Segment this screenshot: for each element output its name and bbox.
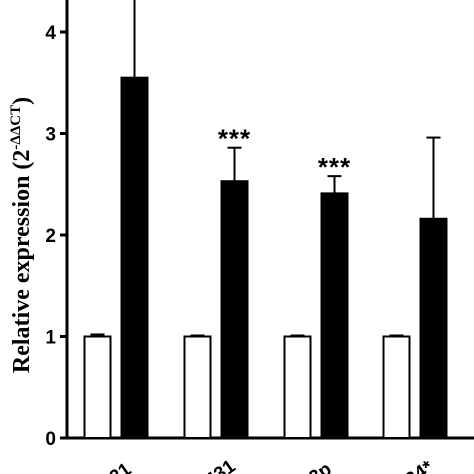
significance-3p: *** (318, 152, 351, 182)
y-axis-title-text: Relative expression (2 (9, 150, 35, 374)
bar-34*-series-2 (419, 217, 448, 439)
y-tick-label-3: 3 (45, 125, 56, 146)
y-tick-label-4: 4 (45, 23, 56, 44)
plot-area: 0 1 2 3 4 21 *** 431 *** 3p 34* (45, 0, 474, 474)
significance-431: *** (218, 124, 251, 154)
bar-431-series-1 (183, 335, 212, 439)
x-tick-label-21: 21 (106, 459, 136, 474)
x-tick-label-431: 431 (202, 456, 240, 474)
bar-21-series-2 (120, 76, 149, 440)
y-tick-label-1: 1 (45, 328, 56, 349)
bar-21-series-1 (83, 335, 112, 439)
y-axis-title: Relative expression (2-ΔΔCT) (8, 97, 35, 373)
y-axis-title-close: ) (9, 97, 35, 105)
bar-3p-series-1 (283, 335, 312, 439)
bar-34*-series-1 (382, 335, 411, 439)
y-tick-label-0: 0 (45, 429, 56, 450)
x-tick-label-34*: 34* (402, 457, 438, 474)
x-tick-label-3p: 3p (305, 459, 335, 474)
y-axis-title-superscript: -ΔΔCT (8, 105, 24, 150)
svg-text:Relative expression (2-ΔΔCT): Relative expression (2-ΔΔCT) (8, 97, 35, 373)
bar-431-series-2 (220, 180, 249, 440)
y-tick-label-2: 2 (45, 226, 56, 247)
bar-3p-series-2 (320, 192, 349, 439)
